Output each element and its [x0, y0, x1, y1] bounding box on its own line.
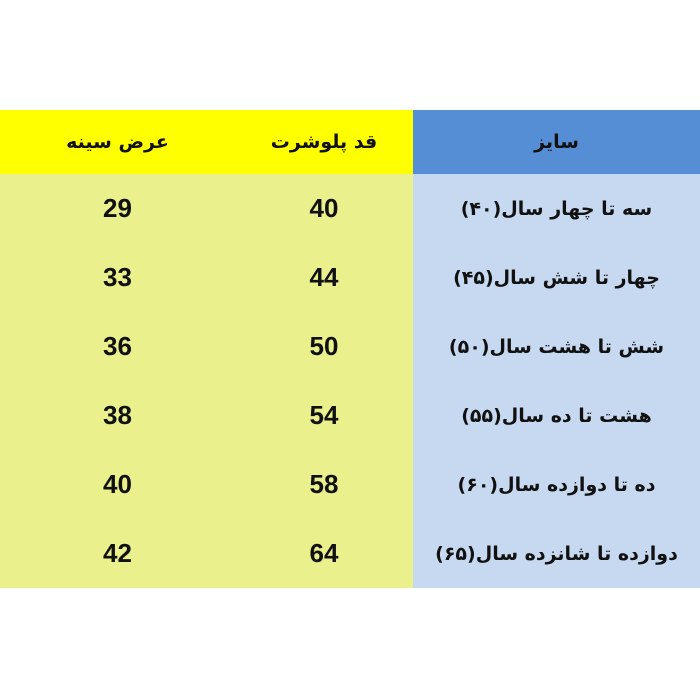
chest-cell: 42 — [0, 519, 235, 588]
table-row: هشت تا ده سال(۵۵) 54 38 — [0, 381, 700, 450]
table-row: چهار تا شش سال(۴۵) 44 33 — [0, 243, 700, 312]
size-cell: چهار تا شش سال(۴۵) — [413, 243, 700, 312]
table-row: ده تا دوازده سال(۶۰) 58 40 — [0, 450, 700, 519]
chest-cell: 33 — [0, 243, 235, 312]
chest-cell: 29 — [0, 174, 235, 243]
length-cell: 58 — [235, 450, 413, 519]
header-chest: عرض سینه — [0, 110, 235, 174]
length-cell: 64 — [235, 519, 413, 588]
table-row: دوازده تا شانزده سال(۶۵) 64 42 — [0, 519, 700, 588]
table-row: شش تا هشت سال(۵۰) 50 36 — [0, 312, 700, 381]
chest-cell: 38 — [0, 381, 235, 450]
header-size: سایز — [413, 110, 700, 174]
chest-cell: 40 — [0, 450, 235, 519]
header-length: قد پلوشرت — [235, 110, 413, 174]
chest-cell: 36 — [0, 312, 235, 381]
size-cell: ده تا دوازده سال(۶۰) — [413, 450, 700, 519]
length-cell: 50 — [235, 312, 413, 381]
length-cell: 40 — [235, 174, 413, 243]
size-cell: سه تا چهار سال(۴۰) — [413, 174, 700, 243]
header-row: سایز قد پلوشرت عرض سینه — [0, 110, 700, 174]
length-cell: 54 — [235, 381, 413, 450]
length-cell: 44 — [235, 243, 413, 312]
size-cell: هشت تا ده سال(۵۵) — [413, 381, 700, 450]
size-chart-table: سایز قد پلوشرت عرض سینه سه تا چهار سال(۴… — [0, 110, 700, 588]
size-cell: شش تا هشت سال(۵۰) — [413, 312, 700, 381]
table-row: سه تا چهار سال(۴۰) 40 29 — [0, 174, 700, 243]
size-cell: دوازده تا شانزده سال(۶۵) — [413, 519, 700, 588]
